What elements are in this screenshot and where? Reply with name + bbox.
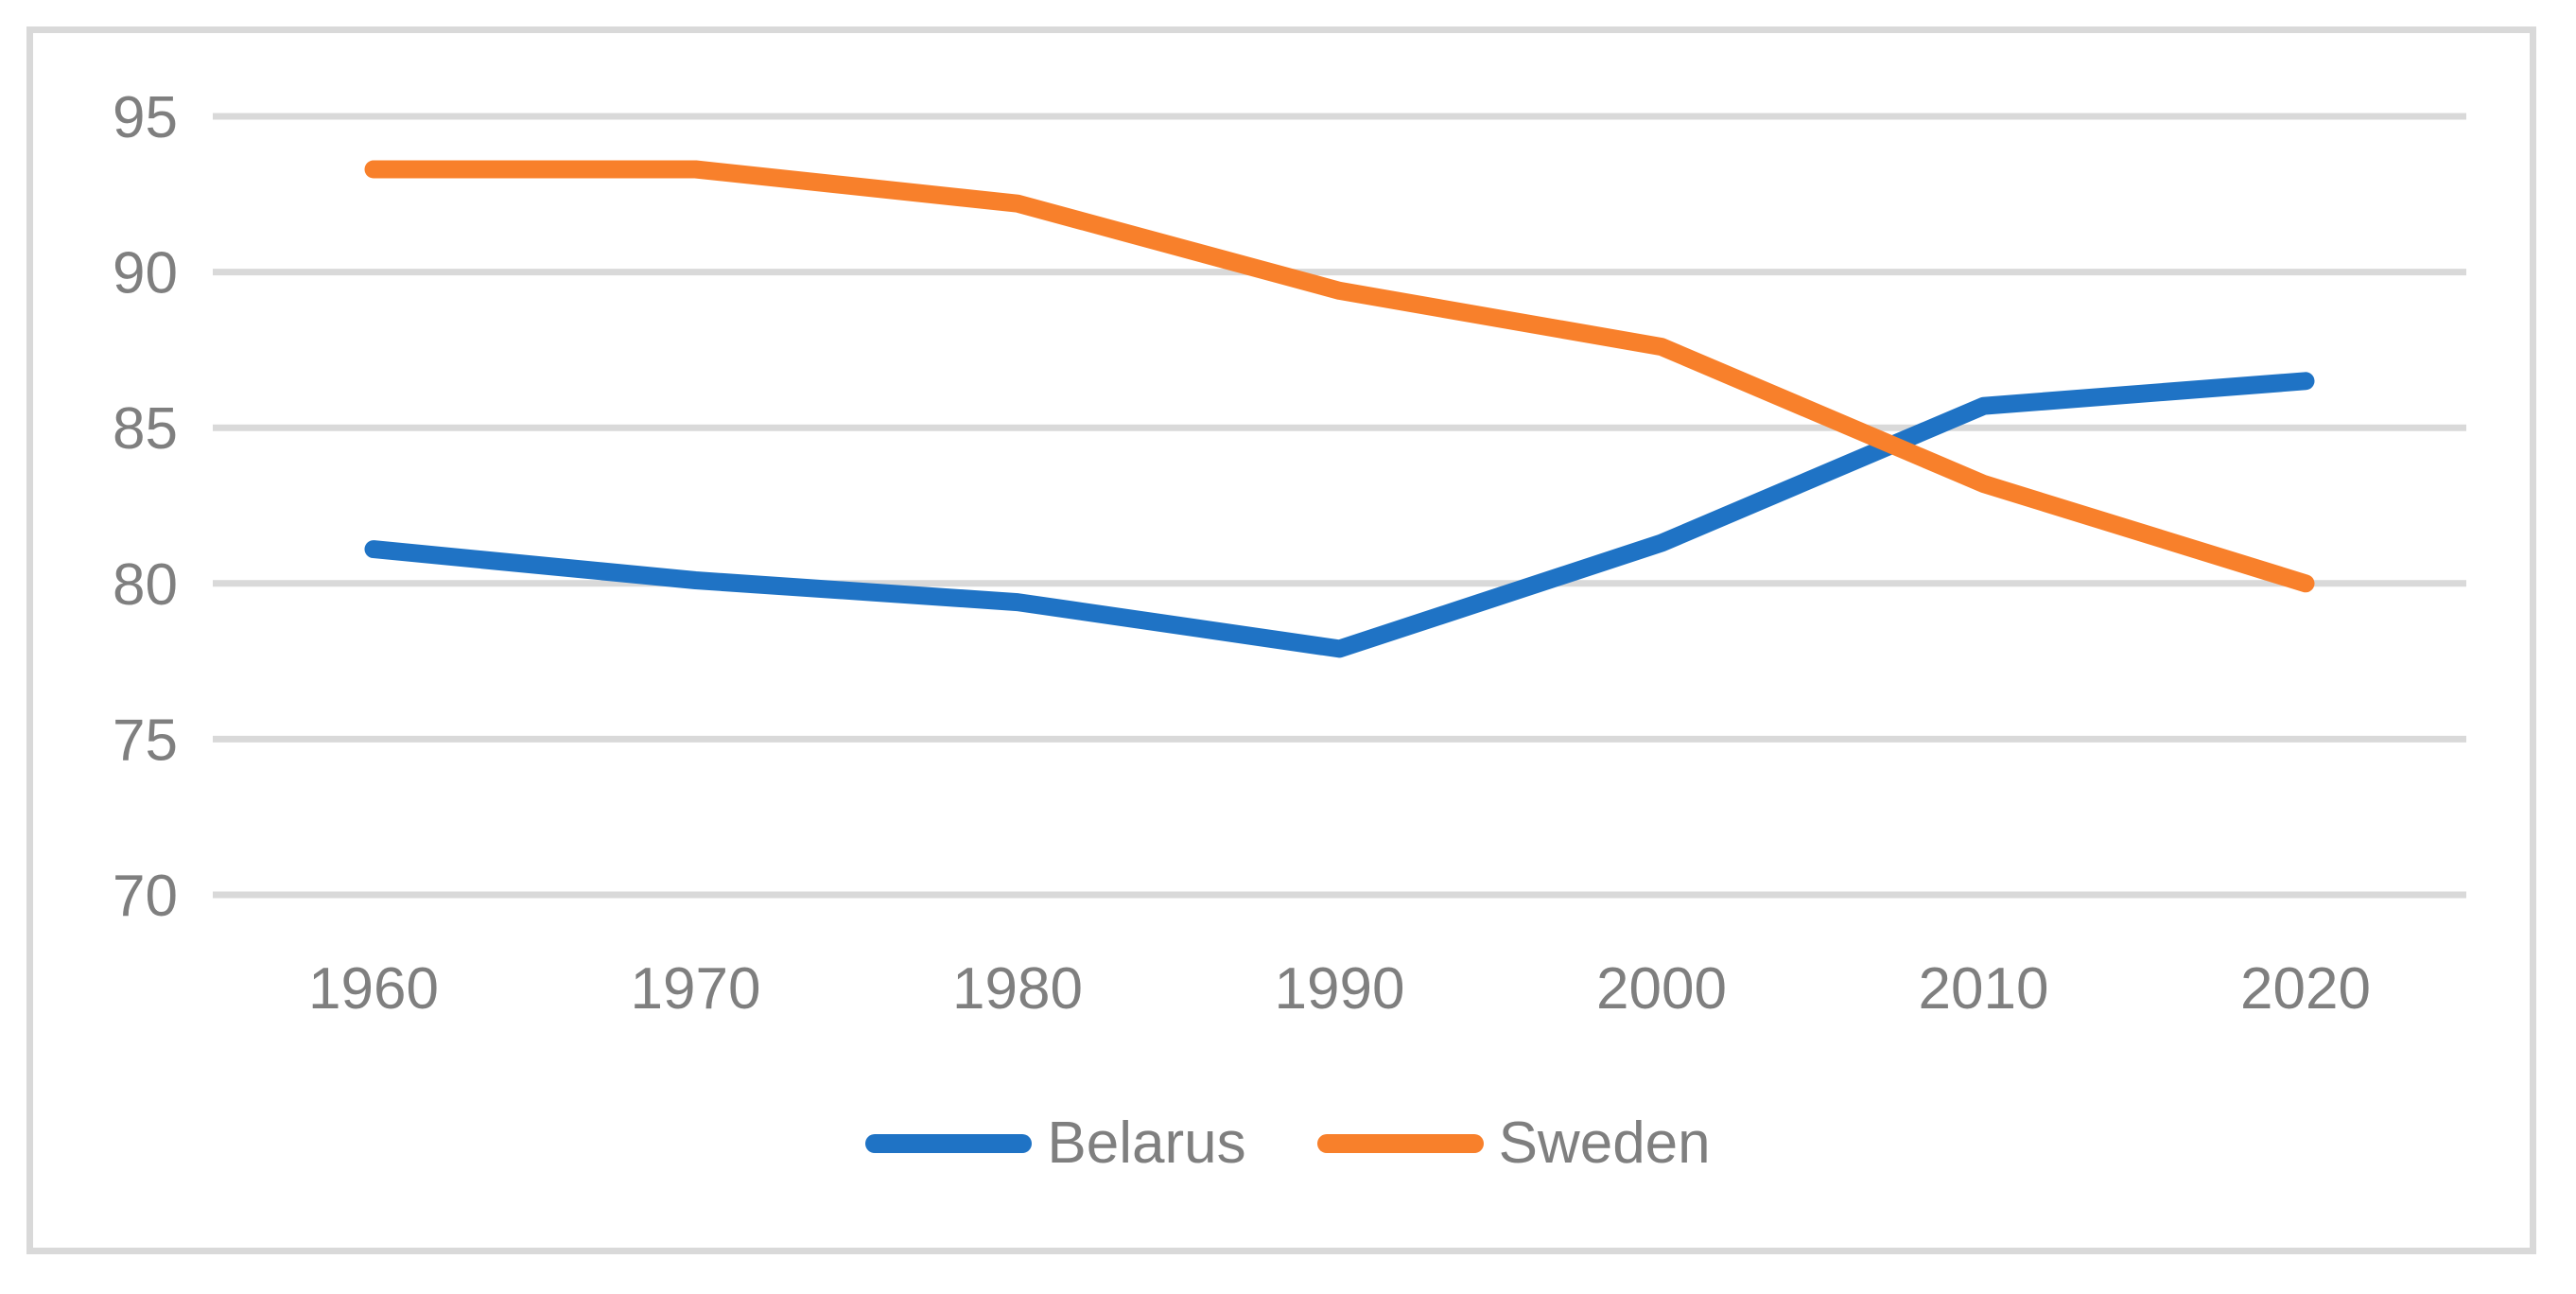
belarus-line [364,372,2315,658]
x-axis-tick-label-1980: 1980 [952,956,1083,1022]
y-axis-tick-label-75: 75 [113,708,178,773]
x-axis-tick-label-1970: 1970 [631,956,761,1022]
x-axis-tick-label-1960: 1960 [308,956,439,1022]
y-axis-tick-label-95: 95 [113,85,178,150]
y-axis-tick-label-70: 70 [113,864,178,929]
y-axis-tick-label-90: 90 [113,241,178,306]
sweden-line [364,160,2315,593]
x-axis-tick-label-1990: 1990 [1275,956,1405,1022]
x-axis-tick-label-2020: 2020 [2240,956,2371,1022]
x-axis-tick-label-2000: 2000 [1596,956,1727,1022]
y-axis-tick-label-85: 85 [113,396,178,462]
y-axis-tick-label-80: 80 [113,552,178,618]
x-axis-tick-label-2010: 2010 [1919,956,2049,1022]
